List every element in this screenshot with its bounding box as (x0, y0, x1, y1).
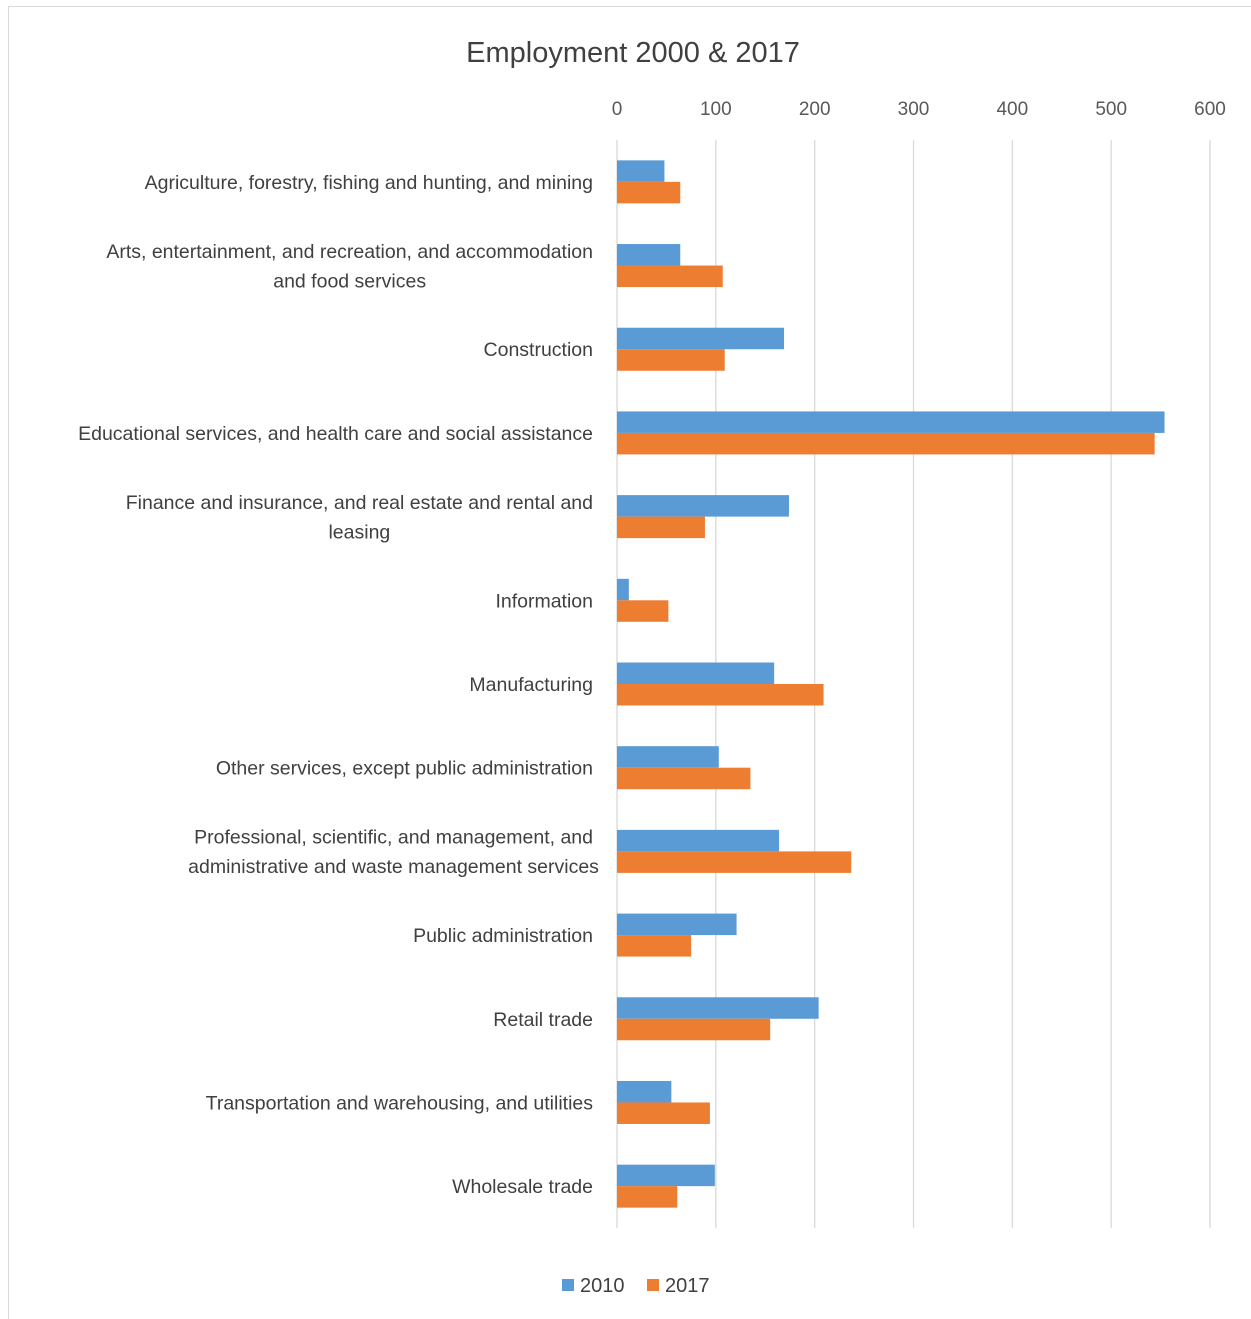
category-label: Wholesale trade (452, 1176, 593, 1198)
bar-2017 (617, 265, 723, 288)
bar-2017 (617, 767, 751, 790)
category-label: Information (495, 590, 593, 612)
category-label: Transportation and warehousing, and util… (206, 1092, 594, 1114)
x-tick-label: 400 (996, 99, 1028, 120)
bar-2010 (617, 1164, 715, 1187)
legend-swatch-2017 (647, 1279, 659, 1291)
bar-2017 (617, 935, 692, 957)
bar-2010 (617, 327, 785, 350)
category-label: Arts, entertainment, and recreation, and… (106, 241, 593, 263)
category-label: Retail trade (493, 1009, 593, 1031)
bar-2010 (617, 495, 789, 517)
x-tick-label: 200 (799, 99, 831, 120)
category-label: and food services (273, 270, 426, 292)
x-tick-label: 100 (700, 99, 732, 120)
category-label: leasing (328, 521, 390, 543)
bar-2017 (617, 600, 669, 622)
bar-2010 (617, 578, 629, 601)
category-label: Manufacturing (469, 674, 593, 696)
bar-2010 (617, 662, 775, 684)
category-label: administrative and waste management serv… (188, 856, 599, 878)
bar-2017 (617, 432, 1155, 455)
bar-2017 (617, 349, 725, 371)
bar-2017 (617, 1186, 678, 1208)
bar-2010 (617, 829, 780, 852)
legend-label: 2017 (665, 1275, 710, 1297)
bar-2010 (617, 244, 681, 266)
bar-2017 (617, 851, 852, 873)
category-label: Professional, scientific, and management… (194, 827, 593, 849)
legend-swatch-2010 (562, 1279, 574, 1291)
legend-label: 2010 (580, 1275, 625, 1297)
category-label: Construction (484, 339, 593, 361)
x-tick-label: 300 (898, 99, 930, 120)
x-tick-label: 0 (612, 99, 623, 120)
bar-2010 (617, 997, 819, 1019)
bar-2010 (617, 913, 737, 936)
bar-2017 (617, 516, 705, 539)
x-tick-label: 600 (1194, 99, 1226, 120)
bar-2017 (617, 181, 681, 204)
chart-title: Employment 2000 & 2017 (466, 37, 800, 69)
category-label: Educational services, and health care an… (78, 423, 593, 445)
x-tick-label: 500 (1095, 99, 1127, 120)
category-label: Agriculture, forestry, fishing and hunti… (145, 172, 593, 194)
category-label: Finance and insurance, and real estate a… (126, 492, 593, 514)
bar-2010 (617, 160, 665, 182)
bar-2010 (617, 746, 719, 768)
bar-2017 (617, 1018, 771, 1041)
bar-2010 (617, 411, 1165, 433)
bar-2017 (617, 684, 824, 706)
bar-2017 (617, 1102, 710, 1124)
category-label: Other services, except public administra… (216, 758, 593, 780)
category-label: Public administration (413, 925, 593, 947)
bar-2010 (617, 1080, 672, 1103)
